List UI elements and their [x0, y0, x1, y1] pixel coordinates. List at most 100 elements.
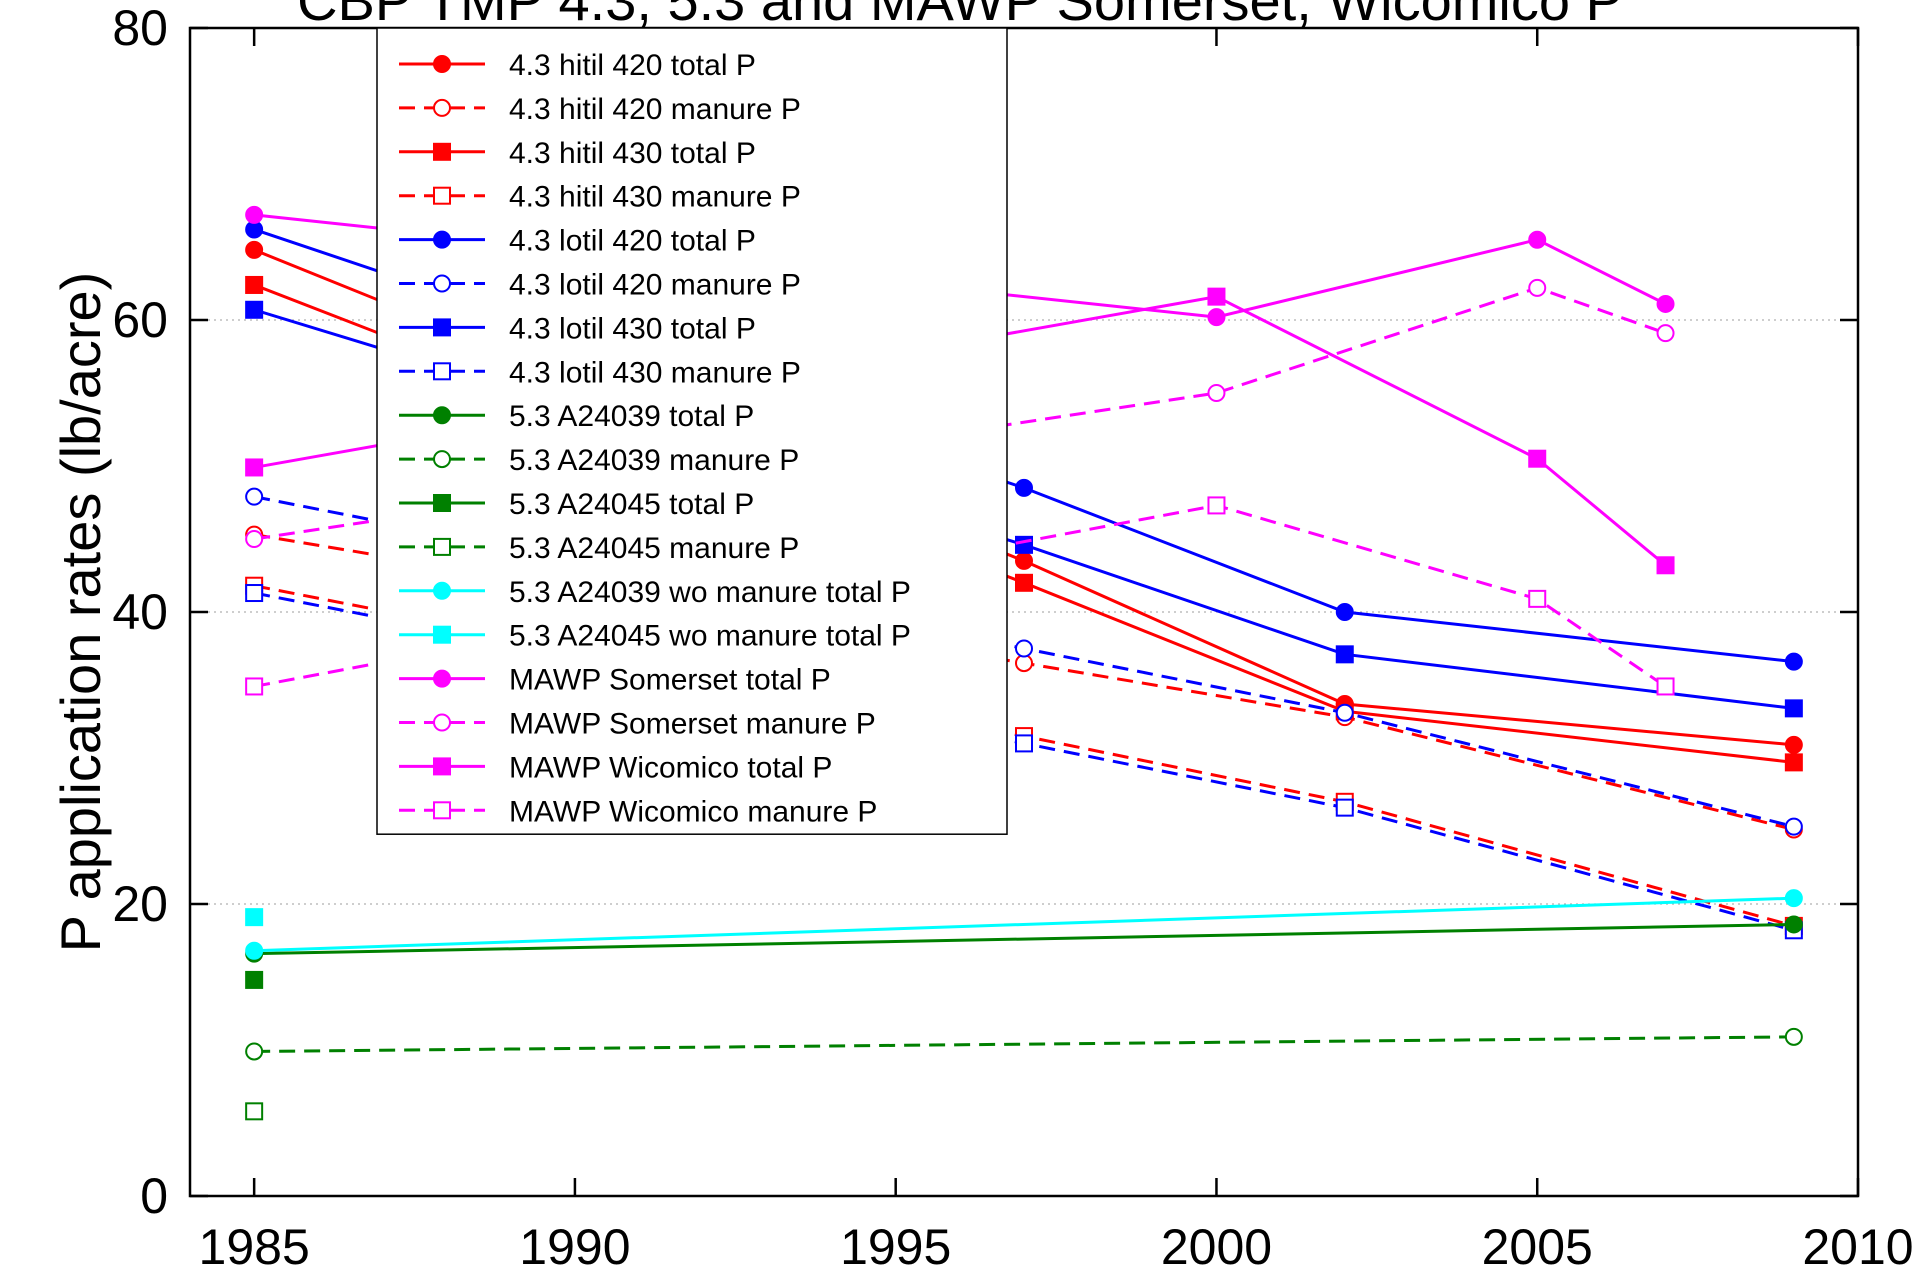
legend-entry: MAWP Somerset manure P [399, 708, 876, 741]
legend-marker [433, 55, 451, 73]
data-point [1015, 639, 1033, 658]
legend-entry: 4.3 hitil 430 total P [399, 137, 756, 170]
series-11 [245, 1102, 264, 1121]
data-point [245, 677, 264, 696]
legend-entry: 4.3 hitil 420 total P [399, 49, 756, 82]
legend-label: MAWP Wicomico manure P [509, 795, 877, 828]
data-point [1784, 735, 1803, 754]
data-point [1015, 478, 1033, 497]
data-point [1015, 551, 1033, 570]
data-point [1335, 603, 1354, 621]
legend-label: 4.3 hitil 430 total P [509, 137, 756, 170]
data-point [1335, 703, 1354, 722]
legend-label: 4.3 hitil 420 manure P [509, 93, 801, 126]
x-tick-label: 1985 [199, 1219, 310, 1275]
data-point [1528, 230, 1547, 249]
series-line [254, 896, 1794, 953]
legend-label: 5.3 A24045 total P [509, 488, 754, 521]
legend-marker [433, 186, 451, 205]
data-point [245, 205, 264, 224]
y-tick-label: 20 [112, 876, 168, 932]
legend-marker [433, 713, 451, 732]
legend-entry: 4.3 hitil 420 manure P [399, 93, 801, 126]
legend-label: 5.3 A24045 wo manure total P [509, 620, 911, 653]
legend-label: MAWP Somerset manure P [509, 708, 876, 741]
series-13 [245, 908, 264, 927]
data-point [1207, 384, 1226, 402]
y-tick-label: 80 [112, 0, 168, 56]
legend-marker [433, 757, 451, 776]
legend-marker [433, 98, 451, 117]
legend-marker [433, 406, 451, 425]
x-tick-label: 2000 [1161, 1219, 1272, 1275]
data-point [1784, 1027, 1803, 1046]
data-point [1656, 294, 1675, 313]
legend-entry: 5.3 A24039 wo manure total P [399, 576, 911, 609]
data-point [245, 584, 264, 603]
data-point [245, 908, 264, 927]
y-tick-label: 40 [112, 584, 168, 640]
legend-label: 4.3 lotil 420 manure P [509, 269, 801, 302]
legend-box [376, 27, 1008, 835]
data-point [245, 1042, 264, 1061]
legend-marker [433, 625, 451, 644]
legend-entry: 4.3 lotil 430 total P [399, 312, 756, 345]
series-line [254, 922, 1794, 956]
axes: 1985 1990 1995 2000 2005 2010 0 20 40 60 80 [112, 0, 1913, 1275]
legend-label: MAWP Wicomico total P [509, 751, 832, 784]
data-point [1784, 699, 1803, 718]
legend-marker [433, 274, 451, 293]
legend-marker [433, 142, 451, 161]
legend: 4.3 hitil 420 total P 4.3 hitil 420 manur… [376, 27, 1008, 835]
data-point [245, 941, 264, 960]
data-point [1528, 278, 1547, 297]
data-point [245, 458, 264, 477]
data-point [245, 970, 264, 989]
legend-label: 4.3 lotil 430 total P [509, 312, 756, 345]
data-point [1656, 324, 1675, 343]
data-point [1784, 889, 1803, 908]
data-point [1528, 449, 1547, 468]
legend-label: 5.3 A24039 manure P [509, 444, 799, 477]
data-point [1015, 734, 1033, 753]
series-10 [245, 970, 264, 989]
series-line [254, 1035, 1794, 1053]
legend-entry: MAWP Wicomico total P [399, 751, 832, 784]
legend-marker [433, 801, 451, 820]
x-tick-label: 1995 [840, 1219, 951, 1275]
data-point [245, 530, 264, 548]
legend-entry: 4.3 lotil 420 total P [399, 225, 756, 258]
chart-title: CBP TMP 4.3, 5.3 and MAWP Somerset, Wico… [297, 0, 1623, 32]
series-5 [245, 487, 1803, 836]
data-point [245, 300, 264, 319]
legend-label: 4.3 hitil 420 total P [509, 49, 756, 82]
legend-entry: 5.3 A24039 total P [399, 400, 754, 433]
x-tick-label: 1990 [519, 1219, 630, 1275]
legend-label: 4.3 lotil 430 manure P [509, 356, 801, 389]
legend-label: MAWP Somerset total P [509, 664, 831, 697]
data-point [1784, 915, 1803, 934]
data-point [1335, 645, 1354, 664]
data-point [1784, 652, 1803, 671]
data-point [1207, 308, 1226, 327]
legend-marker [433, 669, 451, 688]
x-tick-label: 2010 [1802, 1219, 1913, 1275]
data-point [245, 275, 264, 294]
data-point [245, 240, 264, 259]
data-point [1335, 798, 1354, 817]
legend-label: 4.3 lotil 420 total P [509, 225, 756, 258]
legend-entry: 5.3 A24045 manure P [399, 532, 799, 565]
x-tick-label: 2005 [1482, 1219, 1593, 1275]
legend-marker [433, 450, 451, 469]
legend-entry: 4.3 lotil 420 manure P [399, 269, 801, 302]
y-axis-label: P application rates (lb/acre) [49, 272, 112, 953]
legend-entry: 5.3 A24045 total P [399, 488, 754, 521]
data-point [1656, 677, 1675, 696]
data-point [1528, 589, 1547, 608]
legend-label: 4.3 hitil 430 manure P [509, 181, 801, 214]
data-point [1207, 287, 1226, 306]
data-point [245, 1102, 264, 1121]
y-tick-label: 60 [112, 292, 168, 348]
legend-entry: 4.3 hitil 430 manure P [399, 181, 801, 214]
